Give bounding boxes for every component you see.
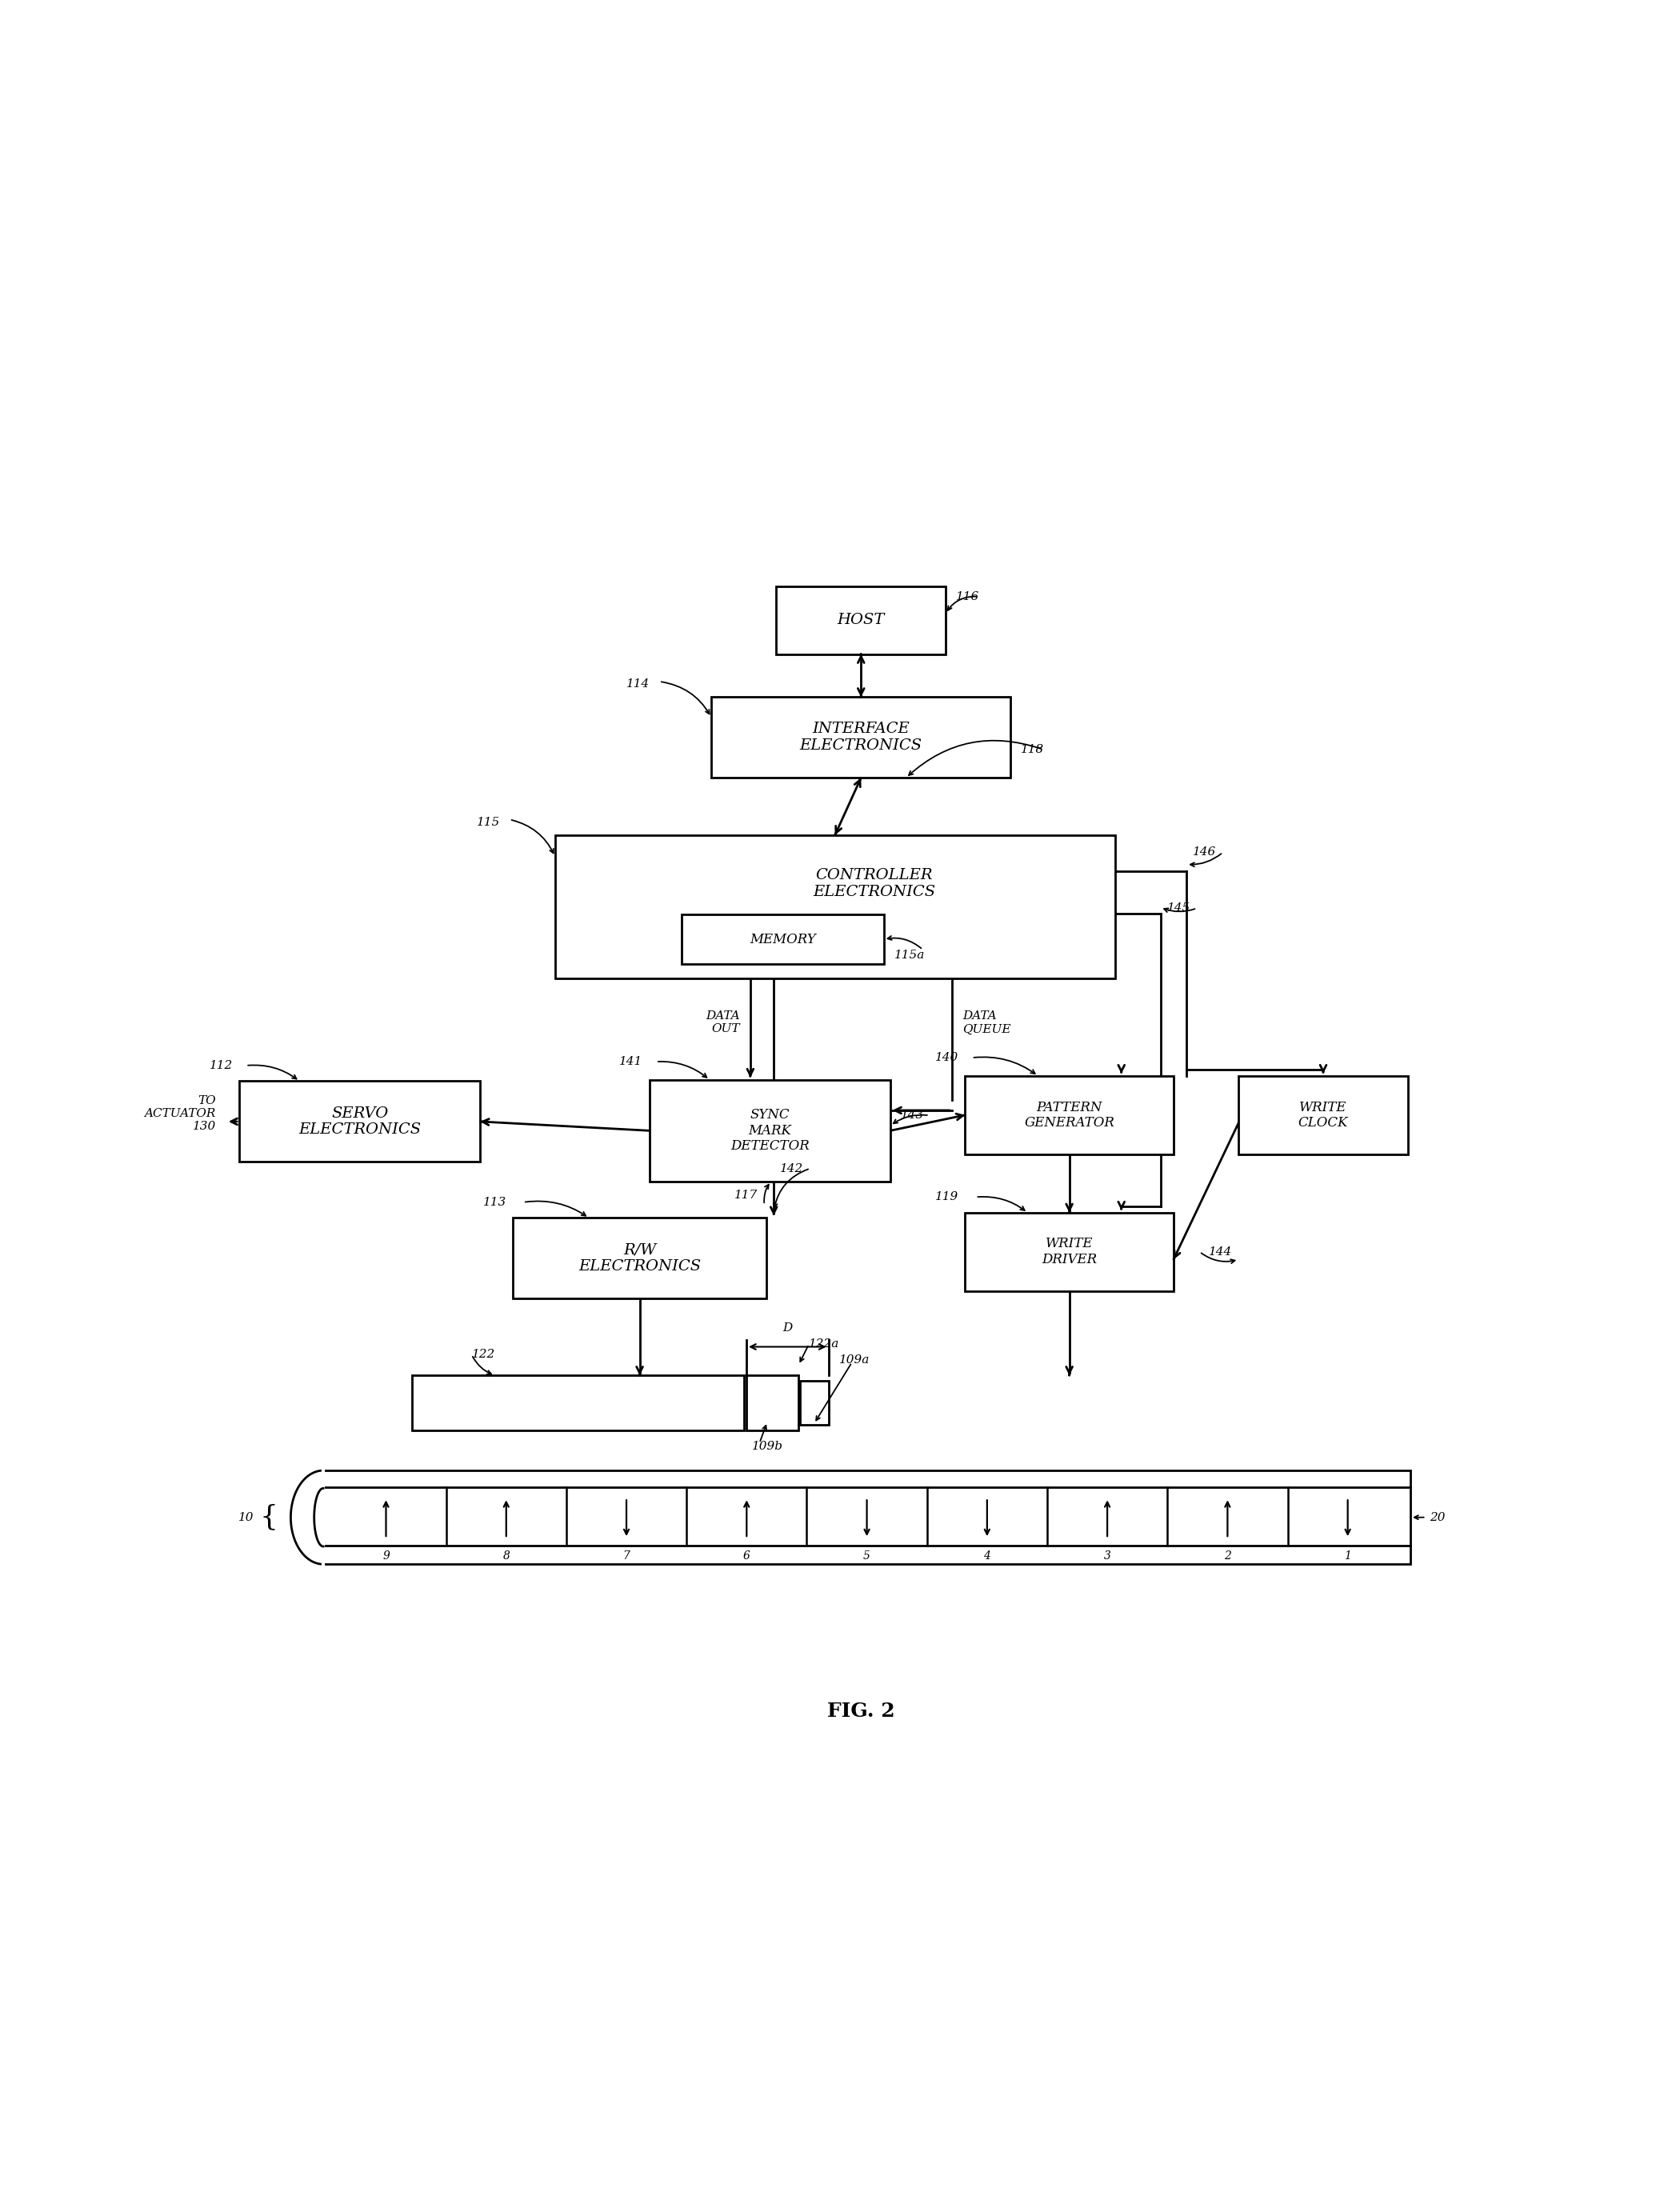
Text: TO
ACTUATOR
130: TO ACTUATOR 130 (144, 1095, 215, 1133)
Text: 109a: 109a (838, 1354, 870, 1365)
Bar (512, 1219, 766, 1298)
Text: 8: 8 (502, 1550, 509, 1561)
Bar (800, 1380, 828, 1424)
Text: 144: 144 (1208, 1245, 1231, 1256)
Text: R/W
ELECTRONICS: R/W ELECTRONICS (578, 1243, 701, 1274)
Text: 143: 143 (900, 1111, 924, 1122)
Bar (650, 1080, 890, 1181)
Text: 2: 2 (1225, 1550, 1231, 1561)
Text: 109b: 109b (751, 1440, 783, 1451)
Text: 112: 112 (210, 1060, 234, 1071)
Text: 145: 145 (1168, 903, 1191, 914)
Text: 122a: 122a (810, 1338, 840, 1349)
Text: 6: 6 (743, 1550, 751, 1561)
Text: 7: 7 (623, 1550, 630, 1561)
Text: D: D (783, 1323, 793, 1334)
Text: WRITE
DRIVER: WRITE DRIVER (1042, 1236, 1097, 1267)
Text: 20: 20 (1430, 1512, 1445, 1524)
Text: 9: 9 (383, 1550, 390, 1561)
Text: SERVO
ELECTRONICS: SERVO ELECTRONICS (299, 1106, 422, 1137)
Text: 1: 1 (1344, 1550, 1351, 1561)
Text: 146: 146 (1193, 846, 1216, 859)
Bar (412, 1376, 744, 1431)
Text: SYNC
MARK
DETECTOR: SYNC MARK DETECTOR (731, 1108, 810, 1153)
Text: HOST: HOST (837, 614, 885, 627)
Text: 122: 122 (472, 1349, 496, 1360)
Text: 140: 140 (936, 1053, 959, 1064)
Text: 117: 117 (734, 1190, 758, 1201)
Text: WRITE
CLOCK: WRITE CLOCK (1299, 1100, 1349, 1130)
Text: DATA
OUT: DATA OUT (706, 1011, 739, 1036)
Bar (323, 1471, 1411, 1563)
Bar (711, 698, 1011, 777)
Text: DATA
QUEUE: DATA QUEUE (963, 1011, 1011, 1036)
Text: 142: 142 (780, 1164, 803, 1175)
Bar (682, 914, 884, 965)
Text: 3: 3 (1104, 1550, 1110, 1561)
Bar (776, 587, 946, 654)
Text: 116: 116 (956, 592, 979, 603)
Text: 114: 114 (627, 678, 650, 689)
Text: CONTROLLER
ELECTRONICS: CONTROLLER ELECTRONICS (813, 868, 936, 899)
Bar (1238, 1075, 1408, 1155)
Text: 4: 4 (983, 1550, 991, 1561)
Text: {: { (259, 1504, 277, 1530)
Text: 113: 113 (482, 1197, 506, 1208)
Text: 118: 118 (1021, 744, 1045, 755)
Text: PATTERN
GENERATOR: PATTERN GENERATOR (1025, 1100, 1114, 1130)
Bar (966, 1212, 1174, 1292)
Text: 115: 115 (477, 817, 501, 828)
Text: 5: 5 (864, 1550, 870, 1561)
Text: 10: 10 (239, 1512, 254, 1524)
Text: MEMORY: MEMORY (749, 932, 816, 945)
Text: 119: 119 (936, 1192, 959, 1203)
Text: FIG. 2: FIG. 2 (827, 1702, 895, 1720)
Bar (554, 835, 1116, 978)
Bar (239, 1082, 480, 1161)
Text: INTERFACE
ELECTRONICS: INTERFACE ELECTRONICS (800, 722, 922, 753)
Text: 115a: 115a (894, 949, 926, 960)
Bar (746, 1376, 798, 1431)
Text: 141: 141 (620, 1055, 643, 1066)
Bar (966, 1075, 1174, 1155)
